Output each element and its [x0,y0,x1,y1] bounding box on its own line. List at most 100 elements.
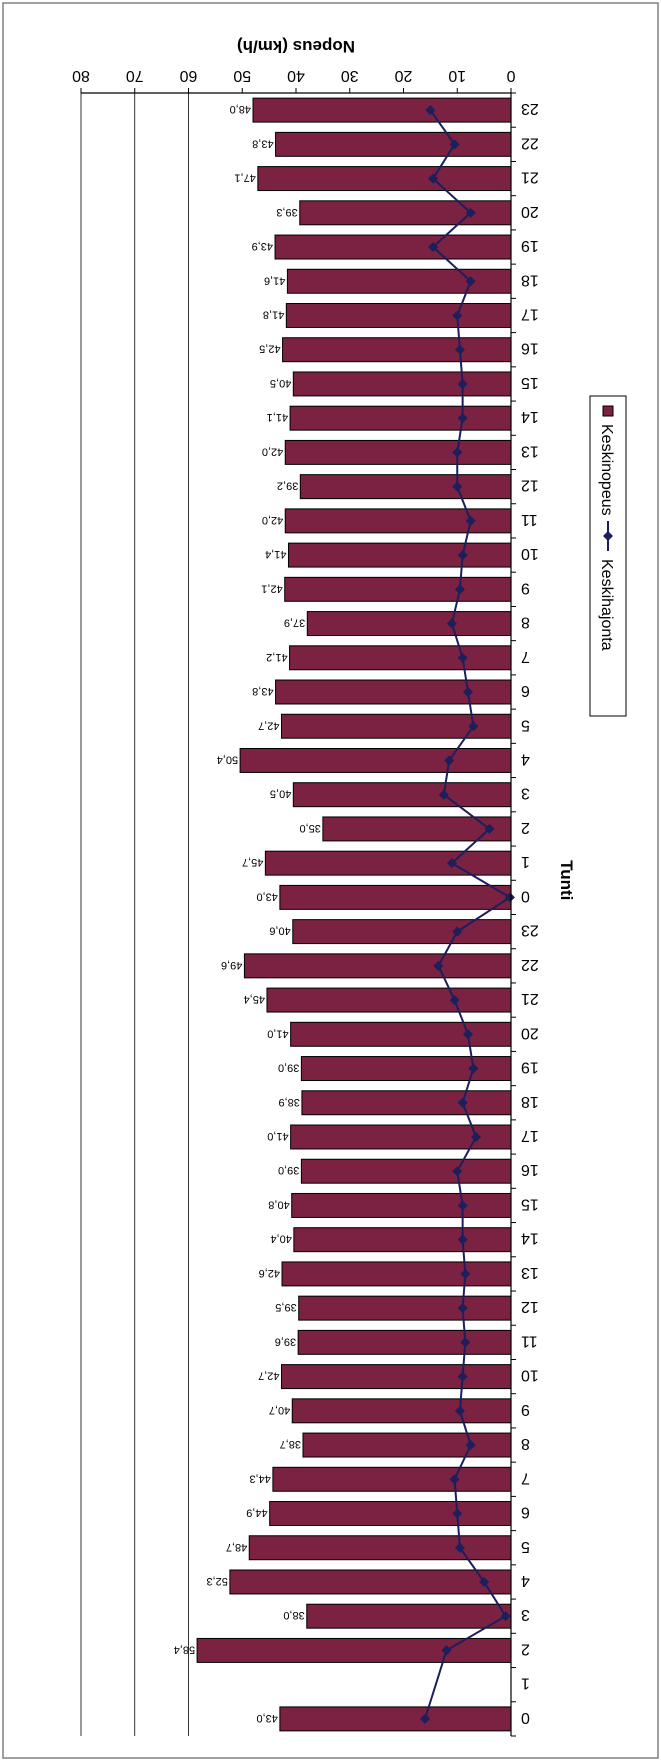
bar-6 [269,1501,512,1526]
bar-42 [286,268,512,294]
value-tick-label-30: 30 [341,67,359,84]
tick-labels: 0102030405060708001234567891011121314151… [72,67,539,1726]
category-tick-label-34: 10 [521,545,539,562]
bar-4 [229,1569,512,1595]
legend-label-keskihajonta: Keskihajonta [598,559,615,651]
data-label-31: 41,2 [266,651,287,663]
bar-18 [301,1090,512,1116]
bar-3 [306,1603,512,1629]
data-labels: 43,0 58,4 38,0 52,3 48,7 44,9 44,3 38,7 40,7 42,7… [174,103,321,1724]
std-marker-4 [479,1576,490,1587]
category-tick-label-13: 13 [521,1264,539,1281]
std-marker-15 [457,1200,468,1211]
std-marker-32 [446,618,457,629]
std-marker-5 [454,1542,465,1553]
category-tick-label-1: 1 [521,1675,530,1692]
axis-titles: Nopeus (km/h) Tunti [237,37,576,900]
data-label-46: 43,8 [252,137,273,149]
std-marker-46 [449,139,460,150]
value-tick-label-0: 0 [506,67,515,84]
data-label-36: 39,2 [277,480,298,492]
std-marker-23 [452,926,463,937]
data-label-43: 43,9 [252,240,273,252]
category-tick-label-37: 13 [521,442,539,459]
data-label-34: 41,4 [265,548,286,560]
value-tick-label-20: 20 [395,67,413,84]
std-marker-33 [454,584,465,595]
std-marker-6 [452,1508,463,1519]
bar-34 [287,542,512,568]
category-tick-label-30: 6 [521,682,530,699]
data-label-44: 39,3 [276,206,297,218]
bar-2 [196,1637,512,1663]
std-marker-38 [457,413,468,424]
std-line [420,105,515,1724]
category-tick-label-6: 6 [521,1504,530,1521]
category-tick-label-2: 2 [521,1640,530,1657]
category-tick-label-21: 21 [521,990,539,1007]
data-label-2: 58,4 [174,1643,195,1655]
data-label-35: 42,0 [262,514,283,526]
bar-14 [293,1227,512,1253]
category-tick-label-42: 18 [521,271,539,288]
value-tick-label-40: 40 [287,67,305,84]
bars [196,97,512,1732]
bar-26 [322,816,512,842]
std-marker-37 [452,447,463,458]
bar-10 [280,1364,512,1390]
std-marker-19 [468,1063,479,1074]
std-marker-42 [465,276,476,287]
bar-33 [284,576,512,602]
std-marker-8 [465,1440,476,1451]
data-label-39: 40,5 [270,377,291,389]
std-marker-31 [457,652,468,663]
std-marker-12 [457,1303,468,1314]
bar-35 [284,508,512,534]
bar-40 [282,337,512,363]
std-marker-45 [428,173,439,184]
std-marker-3 [500,1611,511,1622]
std-marker-39 [457,378,468,389]
category-tick-label-16: 16 [521,1161,539,1178]
std-marker-9 [454,1405,465,1416]
data-label-37: 42,0 [262,445,283,457]
bar-19 [300,1056,512,1082]
data-label-41: 41,8 [263,308,284,320]
value-tick-label-80: 80 [72,67,90,84]
category-tick-label-31: 7 [521,648,530,665]
category-tick-label-20: 20 [521,1024,539,1041]
std-marker-44 [465,207,476,218]
category-tick-label-35: 11 [521,511,538,528]
data-label-18: 38,9 [278,1096,299,1108]
data-label-4: 52,3 [206,1575,227,1587]
data-label-0: 43,0 [256,1712,277,1724]
category-tick-label-36: 12 [521,477,539,494]
data-label-47: 48,0 [230,103,251,115]
std-marker-47 [425,105,436,116]
std-marker-30 [463,687,473,698]
legend-box [589,395,627,717]
category-tick-label-10: 10 [521,1367,539,1384]
bar-41 [285,303,512,328]
data-label-26: 35,0 [299,822,320,834]
category-tick-label-11: 11 [521,1332,538,1349]
bar-46 [275,131,512,157]
data-label-27: 40,5 [270,788,291,800]
legend: Keskinopeus Keskihajonta [589,395,627,717]
category-tick-label-26: 2 [521,819,530,836]
y-axis-title: Nopeus (km/h) [237,37,355,56]
std-marker-34 [457,550,468,561]
value-tick-label-10: 10 [448,67,466,84]
data-label-6: 44,9 [246,1507,267,1519]
data-label-45: 47,1 [234,172,255,184]
std-marker-27 [438,789,449,800]
category-tick-label-24: 0 [521,887,530,904]
std-marker-0 [420,1713,430,1724]
std-marker-21 [449,995,460,1006]
data-label-9: 40,7 [269,1404,290,1416]
category-tick-label-28: 4 [521,750,530,767]
bar-32 [306,611,512,637]
category-tick-label-17: 17 [521,1127,539,1144]
legend-swatch-marker [603,531,613,541]
